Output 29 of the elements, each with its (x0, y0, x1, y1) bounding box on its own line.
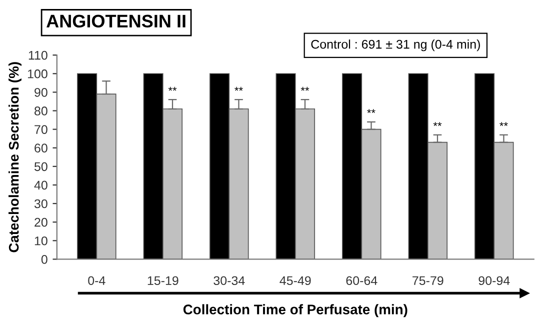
x-axis-title: Collection Time of Perfusate (min) (183, 304, 408, 318)
annotation: ** (300, 86, 310, 91)
x-tick-label: 60-64 (346, 276, 378, 286)
annotation: ** (168, 86, 177, 91)
y-tick-label: 50 (34, 162, 48, 172)
y-tick-label: 40 (34, 180, 48, 190)
y-tick-label: 100 (28, 69, 48, 78)
y-tick-label: 60 (34, 144, 48, 153)
x-tick-label: 75-79 (412, 276, 444, 286)
x-tick-label: 90-94 (478, 276, 510, 286)
annotation: ** (234, 86, 243, 91)
y-tick-label: 10 (34, 236, 48, 246)
annotation: ** (500, 122, 508, 126)
y-tick-label: 30 (34, 199, 48, 208)
x-tick-label: 30-34 (214, 276, 245, 286)
y-axis-title: Catecholamine Secretion (%) (8, 62, 22, 252)
y-tick-label: 70 (34, 125, 48, 134)
annotation: ** (433, 122, 442, 126)
x-tick-label: 15-19 (148, 276, 178, 286)
y-tick-label: 20 (34, 218, 48, 227)
x-tick-label: 0-4 (88, 276, 106, 286)
annotation: ** (367, 109, 376, 114)
text: Control : 691 ± 31 ng (0-4 min) (311, 40, 480, 52)
y-tick-label: 80 (34, 106, 48, 116)
x-tick-label: 45-49 (280, 276, 311, 286)
y-tick-label: 0 (41, 255, 48, 264)
y-tick-label: 110 (28, 50, 48, 60)
chart-title: ANGIOTENSIN II (46, 14, 186, 28)
y-tick-label: 90 (34, 88, 48, 97)
